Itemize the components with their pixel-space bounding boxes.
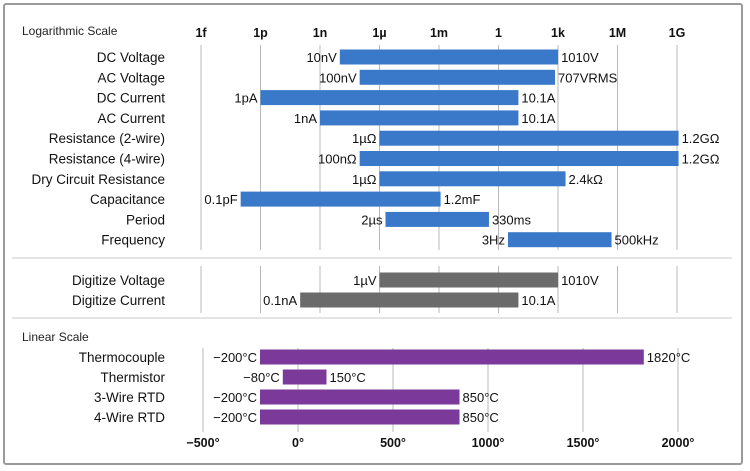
min-value-label: −200°C <box>213 350 257 365</box>
row-label-frequency: Frequency <box>101 233 165 248</box>
log-tick-label: 1n <box>313 26 328 40</box>
log-scale-title: Logarithmic Scale <box>22 24 118 38</box>
chart-frame <box>3 3 743 465</box>
row-label-thermocouple: Thermocouple <box>79 350 165 365</box>
min-value-label: −80°C <box>243 370 280 385</box>
range-bar-thermocouple <box>260 349 644 365</box>
range-bar-resistance-4-wire <box>359 151 679 166</box>
log-tick-label: 1M <box>609 26 626 40</box>
log-tick-label: 1p <box>253 26 268 40</box>
range-bar-capacitance <box>240 191 441 207</box>
max-value-label: 1010V <box>561 50 599 65</box>
range-bar-thermistor <box>282 369 327 385</box>
range-bar-period <box>385 211 489 227</box>
log-tick-label: 1f <box>195 26 207 40</box>
row-label-digitize-current: Digitize Current <box>72 293 165 308</box>
min-value-label: 1pA <box>234 91 257 106</box>
row-label-ac-current: AC Current <box>97 111 165 126</box>
max-value-label: 1.2mF <box>444 192 481 207</box>
min-value-label: 0.1nA <box>263 293 297 308</box>
range-bar-ac-current <box>320 110 519 126</box>
linear-scale-title: Linear Scale <box>22 330 89 344</box>
linear-tick-label: −500° <box>186 436 219 450</box>
linear-tick-label: 1000° <box>472 436 505 450</box>
row-label-4-wire-rtd: 4-Wire RTD <box>94 410 165 425</box>
row-label-period: Period <box>126 212 165 227</box>
max-value-label: 1820°C <box>647 350 691 365</box>
log-tick-label: 1k <box>551 26 565 40</box>
range-bar-digitize-voltage <box>379 272 559 288</box>
row-label-dc-voltage: DC Voltage <box>97 50 165 65</box>
max-value-label: 500kHz <box>615 233 659 248</box>
range-bar-ac-voltage <box>359 69 556 85</box>
row-label-dry-circuit-resistance: Dry Circuit Resistance <box>31 172 165 187</box>
row-label-3-wire-rtd: 3-Wire RTD <box>94 390 165 405</box>
max-value-label: 330ms <box>492 212 532 227</box>
max-value-label: 2.4kΩ <box>569 172 604 187</box>
range-bar-4-wire-rtd <box>260 409 460 425</box>
min-value-label: 3Hz <box>482 233 505 248</box>
max-value-label: 150°C <box>330 370 366 385</box>
max-value-label: 850°C <box>463 390 499 405</box>
max-value-label: 10.1A <box>521 293 555 308</box>
linear-tick-label: 1500° <box>567 436 600 450</box>
min-value-label: 100nV <box>319 70 357 85</box>
max-value-label: 850°C <box>463 410 499 425</box>
max-value-label: 1.2GΩ <box>682 152 720 167</box>
range-bar-frequency <box>507 232 612 248</box>
min-value-label: 100nΩ <box>318 152 357 167</box>
row-label-dc-current: DC Current <box>97 91 166 106</box>
min-value-label: 10nV <box>306 50 337 65</box>
min-value-label: −200°C <box>213 410 257 425</box>
row-label-ac-voltage: AC Voltage <box>97 70 165 85</box>
row-label-resistance-2-wire: Resistance (2-wire) <box>49 131 165 146</box>
max-value-label: 707VRMS <box>558 70 618 85</box>
min-value-label: 1µV <box>353 273 377 288</box>
range-bar-dry-circuit-resistance <box>379 171 566 187</box>
min-value-label: 2µs <box>361 212 383 227</box>
min-value-label: 0.1pF <box>204 192 237 207</box>
linear-tick-label: 500° <box>380 436 406 450</box>
log-tick-label: 1m <box>430 26 448 40</box>
min-value-label: 1µΩ <box>352 131 377 146</box>
row-label-thermistor: Thermistor <box>100 370 165 385</box>
linear-tick-label: 0° <box>292 436 304 450</box>
row-label-digitize-voltage: Digitize Voltage <box>72 273 165 288</box>
row-label-resistance-4-wire: Resistance (4-wire) <box>49 152 165 167</box>
max-value-label: 1010V <box>561 273 599 288</box>
row-label-capacitance: Capacitance <box>90 192 165 207</box>
log-tick-label: 1 <box>495 26 502 40</box>
range-bar-3-wire-rtd <box>260 389 460 405</box>
min-value-label: −200°C <box>213 390 257 405</box>
linear-tick-label: 2000° <box>662 436 695 450</box>
max-value-label: 1.2GΩ <box>682 131 720 146</box>
max-value-label: 10.1A <box>521 111 555 126</box>
log-tick-label: 1µ <box>372 26 386 40</box>
range-bar-dc-voltage <box>339 49 559 65</box>
log-tick-label: 1G <box>669 26 686 40</box>
min-value-label: 1µΩ <box>352 172 377 187</box>
max-value-label: 10.1A <box>521 91 555 106</box>
range-bar-dc-current <box>260 90 519 106</box>
range-bar-resistance-2-wire <box>379 130 679 146</box>
min-value-label: 1nA <box>294 111 317 126</box>
range-bar-digitize-current <box>300 292 519 308</box>
